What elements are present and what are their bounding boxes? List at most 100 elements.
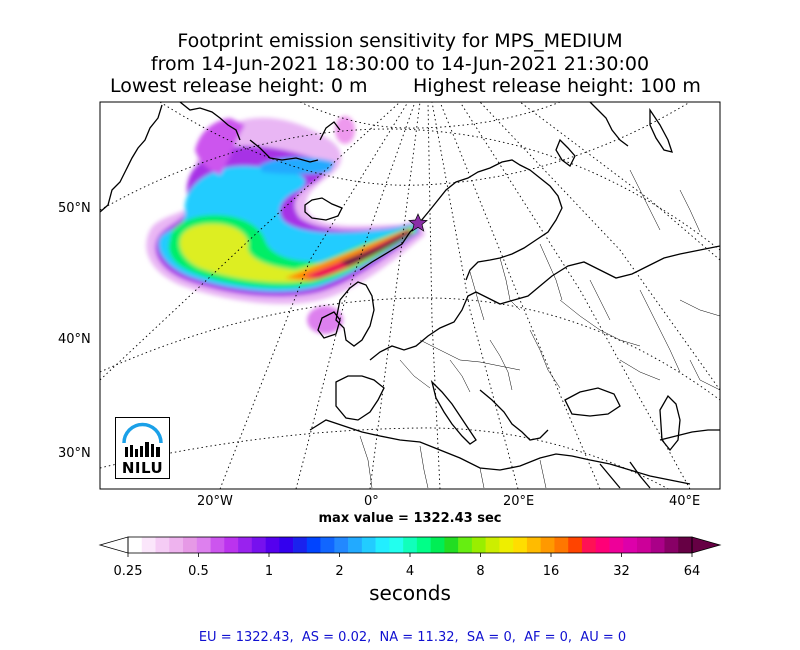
colorbar-cell (238, 537, 253, 553)
colorbar-cell (306, 537, 321, 553)
colorbar-cell (636, 537, 652, 553)
colorbar-tick-label: 8 (476, 564, 485, 579)
colorbar-cell (196, 537, 211, 553)
colorbar-cell (128, 537, 143, 553)
colorbar-cell (581, 537, 597, 553)
parallel-40n (100, 297, 720, 401)
colorbar-ticks (127, 553, 693, 557)
colorbar-cell (375, 537, 390, 553)
colorbar-cell (416, 537, 431, 553)
meridian-20w (219, 102, 409, 489)
chart-title-line-1: Footprint emission sensitivity for MPS_M… (177, 30, 623, 52)
colorbar-tick-label: 4 (405, 564, 415, 579)
colorbar-cell (568, 537, 583, 553)
lat-label-30n: 30°N (58, 446, 91, 461)
colorbar-cell (540, 537, 555, 553)
parallel-70n (299, 102, 561, 129)
plume-greenland-arm (260, 157, 335, 175)
colorbar-label: seconds (369, 581, 451, 605)
meridian-50e (479, 102, 720, 391)
plume-core-orange (285, 229, 412, 281)
lon-label-20w: 20°W (197, 494, 233, 509)
colorbar-cell (251, 537, 266, 553)
colorbar-tick-label: 0.5 (188, 564, 209, 579)
plume-core-dark (340, 230, 412, 266)
colorbar-cell (513, 537, 528, 553)
lon-label-40e: 40°E (669, 494, 701, 509)
colorbar-cell (526, 537, 541, 553)
balkans-coast (479, 389, 549, 441)
colorbar-extend-low (98, 536, 129, 554)
colorbar-cell (554, 537, 569, 553)
meridian-30e (439, 102, 601, 489)
footprint-plume (146, 116, 425, 334)
uk-coast (335, 281, 375, 347)
coastlines (100, 102, 720, 489)
country-borders (359, 169, 720, 489)
colorbar-cell (664, 537, 679, 553)
nilu-logo: NILU (115, 417, 170, 479)
parallel-50n (100, 128, 720, 251)
lowest-release-height: Lowest release height: 0 m (110, 75, 368, 97)
arabia-coast (659, 429, 720, 441)
colorbar-cell (320, 537, 335, 553)
release-site-star-icon (408, 213, 428, 232)
colorbar-cell (458, 537, 473, 553)
colorbar-cell (389, 537, 404, 553)
ireland-coast (317, 311, 341, 339)
novaya-zemlya-coast (649, 107, 673, 153)
colorbar-cell (650, 537, 665, 553)
colorbar-cell (361, 537, 376, 553)
colorbar-cell (623, 537, 638, 553)
colorbar-cell (224, 537, 239, 553)
colorbar-cell (471, 537, 486, 553)
colorbar-cell (279, 537, 294, 553)
italy-coast (430, 379, 477, 445)
plume-blob-iceland (335, 116, 355, 144)
iberia-coast (335, 375, 385, 421)
colorbar-cell (141, 537, 156, 553)
colorbar-cell (485, 537, 500, 553)
meridian-20e (431, 102, 519, 489)
black-sea-coast (564, 387, 621, 417)
nilu-logo-icon (122, 422, 163, 457)
max-value-label: max value = 1322.43 sec (318, 511, 502, 526)
lon-label-20e: 20°E (503, 494, 535, 509)
red-sea-coast (599, 461, 651, 489)
lon-label-0: 0° (364, 494, 379, 509)
highest-release-height: Highest release height: 100 m (413, 75, 701, 97)
colorbar-extend-high (691, 536, 722, 554)
colorbar-cell (609, 537, 624, 553)
colorbar-cell (403, 537, 418, 553)
colorbar-cell (430, 537, 445, 553)
colorbar-cell (265, 537, 280, 553)
map-frame (99, 101, 721, 490)
colorbar-cell (444, 537, 459, 553)
colorbar-cell (334, 537, 349, 553)
lat-label-50n: 50°N (58, 201, 91, 216)
colorbar-tick-label: 1 (264, 564, 274, 579)
svalbard-coast (555, 102, 629, 167)
europe-mainland-coast (369, 245, 720, 361)
colorbar-tick-label: 32 (613, 564, 630, 579)
colorbar-tick-label: 2 (335, 564, 344, 579)
colorbar-cell (678, 537, 693, 553)
greenland-coast (100, 102, 341, 213)
colorbar-cell (169, 537, 184, 553)
colorbar-cell (499, 537, 514, 553)
colorbar-cell (595, 537, 610, 553)
chart-title-line-2: from 14-Jun-2021 18:30:00 to 14-Jun-2021… (150, 53, 650, 75)
colorbar-tick-label: 16 (542, 564, 560, 579)
meridian-30w (100, 102, 401, 381)
plume-core-red (305, 230, 411, 279)
colorbar-tick-label: 64 (683, 564, 701, 579)
colorbar-cell (348, 537, 363, 553)
colorbar-cell (210, 537, 225, 553)
colorbar-cell (293, 537, 308, 553)
colorbar-cells (128, 537, 693, 553)
regional-totals: EU = 1322.43, AS = 0.02, NA = 11.32, SA … (198, 630, 627, 645)
colorbar-cell (183, 537, 198, 553)
nilu-logo-text: NILU (121, 459, 164, 477)
